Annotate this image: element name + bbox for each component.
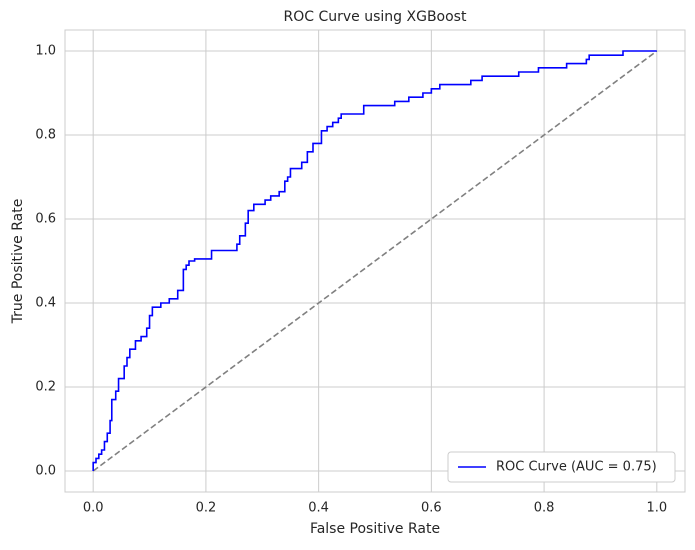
y-axis-label: True Positive Rate [10, 199, 26, 325]
x-tick-label: 1.0 [646, 501, 667, 516]
y-tick-label: 0.2 [35, 380, 56, 395]
legend-box [447, 451, 676, 483]
x-tick-label: 0.8 [534, 501, 555, 516]
y-tick-label: 0.8 [35, 128, 56, 143]
y-tick-label: 0.4 [35, 296, 56, 311]
legend-label: ROC Curve (AUC = 0.75) [496, 460, 657, 475]
x-tick-label: 0.2 [196, 501, 217, 516]
x-tick-label: 0.4 [308, 501, 329, 516]
y-tick-label: 0.0 [35, 464, 56, 479]
x-tick-label: 0.6 [421, 501, 442, 516]
x-axis-label: False Positive Rate [310, 521, 440, 537]
y-tick-label: 0.6 [35, 212, 56, 227]
series-line [92, 50, 658, 472]
legend: ROC Curve (AUC = 0.75) [447, 451, 676, 483]
y-tick-label: 1.0 [35, 44, 56, 59]
x-tick-label: 0.0 [83, 501, 104, 516]
chart-title: ROC Curve using XGBoost [284, 9, 467, 25]
series-line [92, 50, 657, 471]
